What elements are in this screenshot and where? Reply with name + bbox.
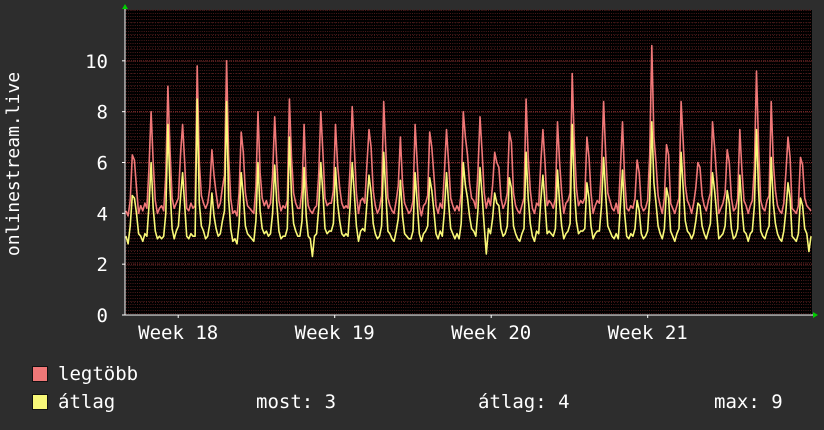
legend-swatch-max [32, 366, 48, 382]
y-axis-label: onlinestream.live [3, 72, 24, 256]
y-axis-arrow [122, 4, 128, 9]
x-tick-labels: Week 18 Week 19 Week 20 Week 21 [138, 315, 688, 344]
y-tick-label: 10 [85, 51, 108, 73]
y-tick-label: 6 [97, 153, 108, 175]
y-tick-label: 0 [97, 305, 108, 327]
stat-current: most: 3 [256, 391, 337, 413]
series-group [125, 44, 812, 258]
axes [122, 4, 818, 318]
legend-label-avg: átlag [58, 391, 116, 413]
stat-average: átlag: 4 [478, 391, 570, 413]
x-tick-label: Week 20 [451, 322, 531, 344]
y-tick-labels: 0 2 4 6 8 10 [85, 51, 125, 327]
y-tick-label: 8 [97, 102, 108, 124]
x-axis-arrow [813, 312, 818, 318]
y-tick-label: 2 [97, 254, 108, 276]
legend-swatch-avg [32, 394, 48, 410]
y-tick-label: 4 [97, 203, 108, 225]
x-tick-label: Week 18 [138, 322, 218, 344]
series-line-avg [125, 98, 812, 258]
series-line-max [125, 44, 812, 217]
x-tick-label: Week 19 [295, 322, 375, 344]
x-tick-label: Week 21 [608, 322, 688, 344]
legend-label-max: legtöbb [58, 363, 139, 385]
stat-max: max: 9 [714, 391, 783, 413]
